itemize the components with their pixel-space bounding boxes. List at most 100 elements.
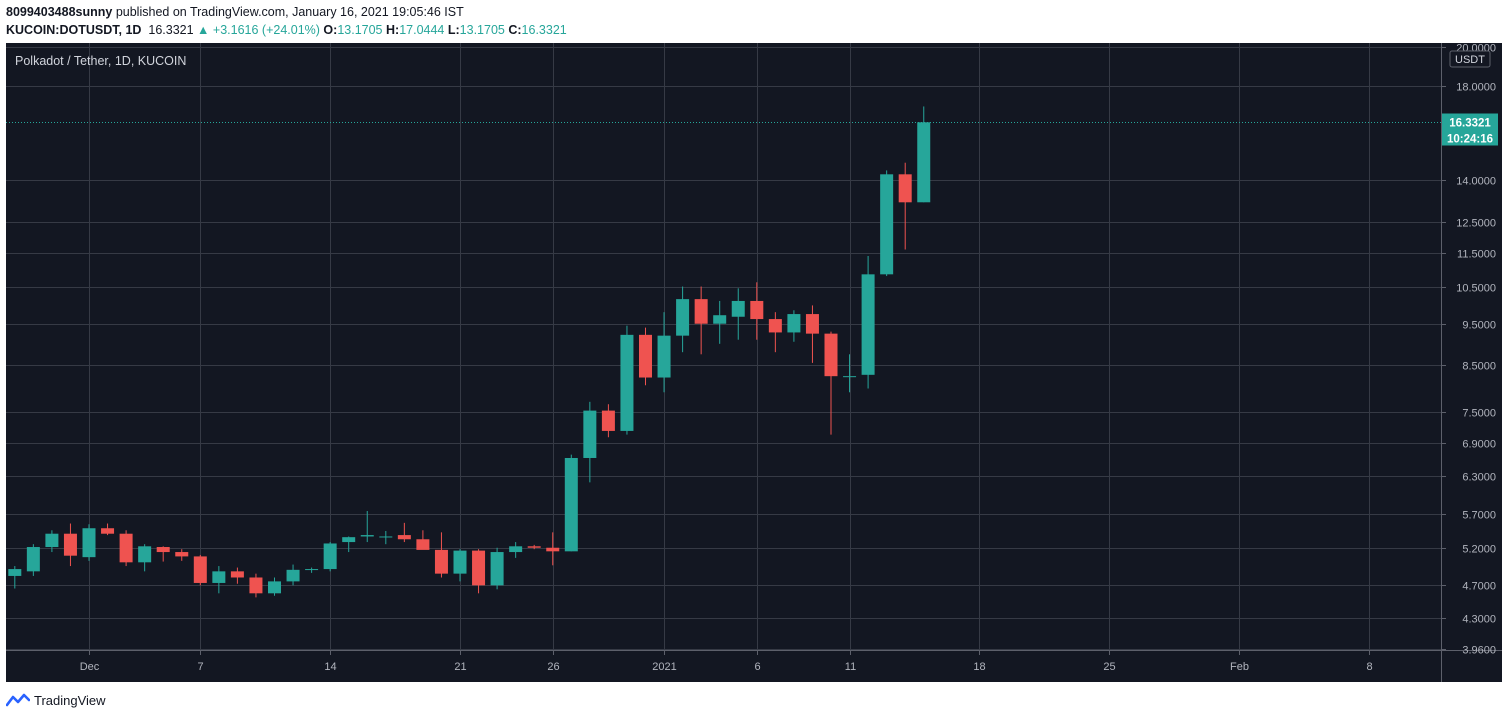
- candle-body: [917, 122, 931, 203]
- candle: [8, 566, 22, 589]
- candle-body: [713, 315, 727, 324]
- last-price-tag-value: 16.3321: [1449, 118, 1491, 130]
- candle-body: [601, 410, 615, 431]
- currency-badge[interactable]: USDT: [1449, 50, 1491, 68]
- x-tick-label: 7: [197, 661, 203, 673]
- candle: [917, 106, 931, 203]
- candle-body: [880, 174, 894, 275]
- candle-body: [731, 300, 745, 317]
- chart-frame[interactable]: 20.0000 18.0000 14.0000 12.5000 11.5000 10.50…: [0, 43, 1502, 682]
- candles: [0, 106, 931, 598]
- tradingview-logo-icon: [6, 693, 30, 707]
- candle: [750, 282, 764, 340]
- candle: [713, 300, 727, 344]
- close-label: C:: [508, 23, 522, 37]
- candle-body: [8, 569, 22, 576]
- candle-body: [750, 300, 764, 320]
- publisher-name: 8099403488sunny: [6, 5, 113, 19]
- candle: [230, 567, 244, 584]
- candle: [360, 511, 374, 543]
- candle-body: [379, 536, 393, 538]
- high-value: 17.0444: [399, 23, 445, 37]
- candle: [323, 542, 337, 572]
- candle: [305, 567, 319, 573]
- candle-body: [416, 539, 430, 550]
- candle-body: [564, 457, 578, 552]
- candle-body: [694, 299, 708, 324]
- candle: [175, 549, 189, 561]
- x-tick-label: 14: [324, 661, 336, 673]
- candle-body: [527, 546, 541, 548]
- high-label: H:: [385, 23, 400, 37]
- low-value: 13.1705: [459, 23, 505, 37]
- candle-body: [342, 537, 356, 543]
- up-arrow-icon: ▲: [197, 23, 210, 37]
- y-tick-label: 8.5000: [1462, 361, 1496, 373]
- candle: [453, 549, 467, 582]
- publish-info: 8099403488sunny published on TradingView…: [6, 5, 464, 19]
- x-tick-label: 11: [845, 661, 856, 673]
- y-tick-label: 18.0000: [1456, 82, 1496, 94]
- candle-body: [397, 535, 411, 540]
- candle: [193, 554, 207, 586]
- chart-background: [6, 43, 1502, 682]
- x-tick-label: 2021: [652, 661, 676, 673]
- chart-title: Polkadot / Tether, 1D, KUCOIN: [15, 54, 186, 68]
- candle: [657, 312, 671, 393]
- candle: [639, 327, 652, 386]
- candle: [416, 530, 430, 550]
- y-tick-label: 10.5000: [1456, 283, 1496, 295]
- candle: [490, 547, 504, 590]
- candle: [880, 170, 894, 277]
- change-value: +3.1616 (+24.01%): [212, 23, 320, 37]
- candle-body: [657, 335, 671, 378]
- currency-label: USDT: [1455, 54, 1485, 66]
- y-tick-label: 4.7000: [1462, 581, 1496, 593]
- candlestick-chart[interactable]: 20.000018.000014.000012.500011.500010.50…: [0, 43, 1502, 682]
- candle: [843, 354, 857, 393]
- candle-body: [230, 571, 244, 578]
- open-label: O:: [323, 23, 338, 37]
- candle-body: [898, 174, 912, 203]
- candle-body: [119, 533, 133, 563]
- y-tick-label: 9.5000: [1462, 320, 1496, 332]
- candle: [861, 255, 875, 389]
- candle-body: [138, 546, 152, 563]
- candle-body: [768, 319, 782, 333]
- candle: [472, 549, 486, 594]
- published-text: published on TradingView.com, January 16…: [115, 5, 464, 19]
- candle: [397, 522, 411, 543]
- grid-lines: [6, 43, 1441, 650]
- candle: [731, 288, 745, 340]
- x-tick-label: 6: [754, 661, 760, 673]
- candle: [286, 564, 300, 586]
- y-tick-label: 12.5000: [1456, 218, 1496, 230]
- candle-body: [249, 577, 263, 594]
- candle: [63, 523, 77, 567]
- currency-badge-box: [1449, 50, 1491, 68]
- y-tick-label: 11.5000: [1457, 249, 1496, 261]
- candle: [82, 524, 96, 561]
- last-price-tag: 16.3321 10:24:16: [1442, 113, 1498, 146]
- candle-body: [212, 571, 226, 583]
- candle: [583, 401, 597, 483]
- candle: [268, 577, 281, 596]
- time-axis[interactable]: Dec 7 14 21 26 2021 6 11 18 25 Feb 8: [80, 650, 1373, 673]
- candle: [119, 530, 133, 567]
- candle: [601, 404, 615, 438]
- candle-body: [805, 314, 819, 334]
- y-tick-label: 6.9000: [1462, 439, 1496, 451]
- candle: [620, 325, 634, 435]
- footer-brand[interactable]: TradingView: [6, 690, 106, 710]
- y-tick-label: 4.3000: [1462, 614, 1496, 626]
- symbol-line: KUCOIN:DOTUSDT, 1D: [6, 23, 142, 37]
- x-tick-label: Dec: [80, 661, 100, 673]
- x-tick-label: 25: [1103, 661, 1115, 673]
- y-tick-label: 14.0000: [1456, 176, 1496, 188]
- candle-body: [639, 334, 652, 378]
- candle-body: [861, 274, 875, 375]
- candle-body: [509, 546, 523, 553]
- candle-body: [472, 550, 486, 586]
- candle-body: [546, 547, 560, 552]
- brand-name: TradingView: [34, 692, 106, 708]
